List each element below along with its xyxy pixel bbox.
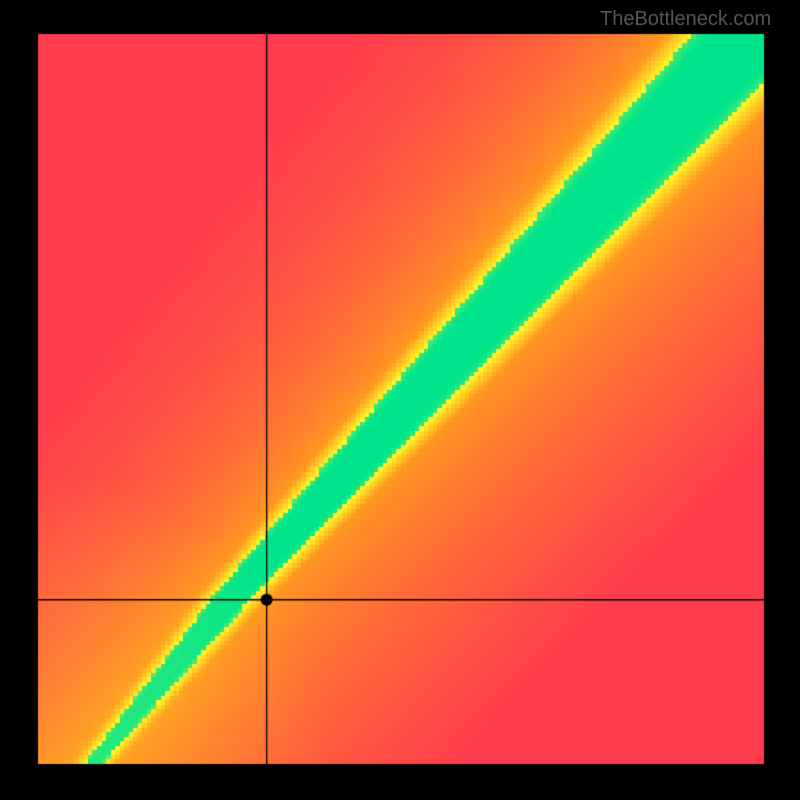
watermark-text: TheBottleneck.com xyxy=(600,8,771,31)
heatmap-canvas xyxy=(0,0,800,800)
chart-container: TheBottleneck.com xyxy=(0,0,800,800)
